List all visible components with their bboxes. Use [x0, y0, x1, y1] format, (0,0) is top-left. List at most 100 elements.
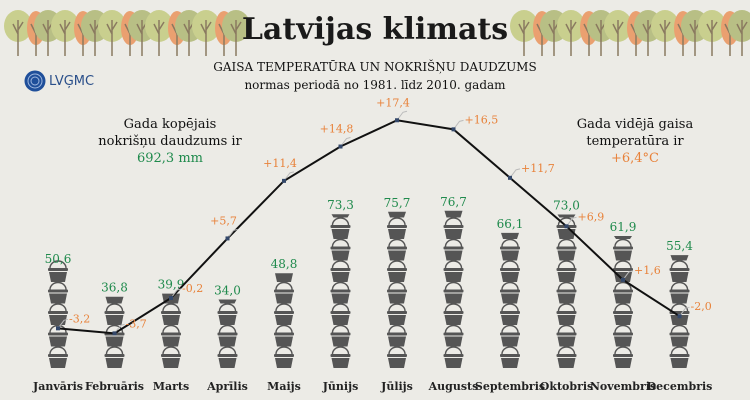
month-label: Decembris [647, 380, 713, 393]
temperature-point [451, 127, 456, 132]
bucket-rim [613, 268, 633, 271]
tree-border-decoration [4, 10, 750, 56]
temperature-label: +6,9 [578, 210, 605, 223]
bucket-rim [669, 268, 690, 271]
bucket-body [557, 293, 576, 304]
bucket-rim [443, 354, 464, 357]
bucket-rim [387, 311, 407, 314]
bucket-body [670, 358, 689, 368]
bucket-rim [556, 289, 577, 293]
precip-label: 48,8 [271, 257, 298, 271]
tree-trunk [612, 20, 624, 56]
bucket-body [331, 336, 350, 347]
bucket-body [49, 293, 67, 304]
bucket-rim [387, 332, 407, 336]
month-label: Oktobris [540, 380, 593, 393]
bucket-handle [501, 324, 519, 333]
bucket-rim [613, 354, 633, 357]
temperature-label: +11,4 [263, 157, 297, 170]
bucket-rim [274, 332, 294, 336]
bucket-handle [218, 303, 237, 312]
subtitle: GAISA TEMPERATŪRA UN NOKRIŠŅU DAUDZUMS [213, 60, 537, 74]
bucket-icon [217, 303, 238, 325]
bucket-partial [275, 273, 293, 282]
bucket-partial [670, 255, 689, 261]
bucket-rim [443, 289, 464, 293]
precip-label: 66,1 [497, 217, 524, 231]
annual-temp-value: +6,4°C [610, 151, 659, 166]
bucket-handle [670, 346, 689, 355]
bucket-handle [331, 324, 350, 333]
precip-label: 50,6 [45, 252, 72, 266]
temperature-point [508, 175, 512, 180]
bucket-rim [217, 311, 238, 314]
tree-icon [51, 10, 79, 56]
bucket-icon [331, 214, 350, 218]
bucket-handle [218, 346, 237, 355]
tree-trunk [153, 20, 165, 56]
bucket-partial [557, 214, 576, 218]
bucket-icon [330, 346, 351, 368]
bucket-icon [387, 281, 407, 304]
bucket-rim [669, 354, 690, 357]
bucket-rim [387, 268, 407, 271]
bucket-icon [104, 303, 125, 325]
bucket-handle [275, 346, 293, 355]
bucket-rim [500, 354, 520, 357]
month-label: Aprīlis [206, 380, 248, 393]
bucket-partial [388, 211, 406, 218]
precip-label: 55,4 [666, 239, 693, 253]
bucket-rim [161, 332, 181, 336]
tree-icon [728, 10, 750, 56]
label-leader [453, 119, 464, 130]
bucket-rim [48, 268, 68, 271]
temperature-point [56, 326, 60, 331]
bucket-body [162, 315, 180, 325]
bucket-handle [105, 303, 124, 312]
bucket-icon [275, 273, 293, 282]
bucket-icon [500, 260, 520, 282]
bucket-handle [444, 324, 463, 333]
bucket-icon [387, 346, 407, 368]
bucket-icon [669, 260, 690, 282]
bucket-handle [614, 346, 632, 355]
bucket-icon [669, 346, 690, 368]
bucket-icon [387, 303, 407, 325]
bucket-body [331, 272, 350, 282]
bucket-icon [443, 346, 464, 368]
bucket-body [275, 293, 293, 304]
label-leader [622, 270, 634, 281]
bucket-handle [670, 303, 689, 312]
bucket-rim [330, 289, 351, 293]
bucket-icon [500, 281, 520, 304]
bucket-rim [330, 354, 351, 357]
tree-icon [4, 10, 32, 56]
tree-trunk [518, 20, 530, 56]
precip-label: 34,0 [214, 284, 241, 298]
bucket-rim [330, 246, 351, 250]
bucket-body [388, 250, 406, 261]
lvgmc-logo: LVĢMC [24, 70, 94, 92]
bucket-rim [48, 289, 68, 293]
bucket-handle [557, 260, 576, 269]
bucket-handle [388, 260, 406, 269]
bucket-icon [557, 214, 576, 218]
bucket-handle [614, 260, 632, 269]
bucket-rim [161, 354, 181, 357]
tree-trunk [59, 20, 71, 56]
bucket-handle [557, 303, 576, 312]
bucket-icon [387, 324, 407, 347]
tree-trunk [659, 20, 671, 56]
temperature-point [282, 178, 286, 183]
bucket-icon [161, 303, 181, 325]
bucket-body [670, 336, 689, 347]
temperature-point [395, 118, 399, 123]
bucket-icon [556, 346, 577, 368]
bucket-body [501, 272, 519, 282]
bucket-rim [387, 246, 407, 250]
bucket-handle [388, 346, 406, 355]
bucket-icon [556, 260, 577, 282]
bucket-handle [331, 281, 350, 290]
month-label: Augusts [428, 380, 479, 393]
annual-temp-note: Gada vidējā gaisa temperatūra ir +6,4°C [535, 116, 735, 167]
